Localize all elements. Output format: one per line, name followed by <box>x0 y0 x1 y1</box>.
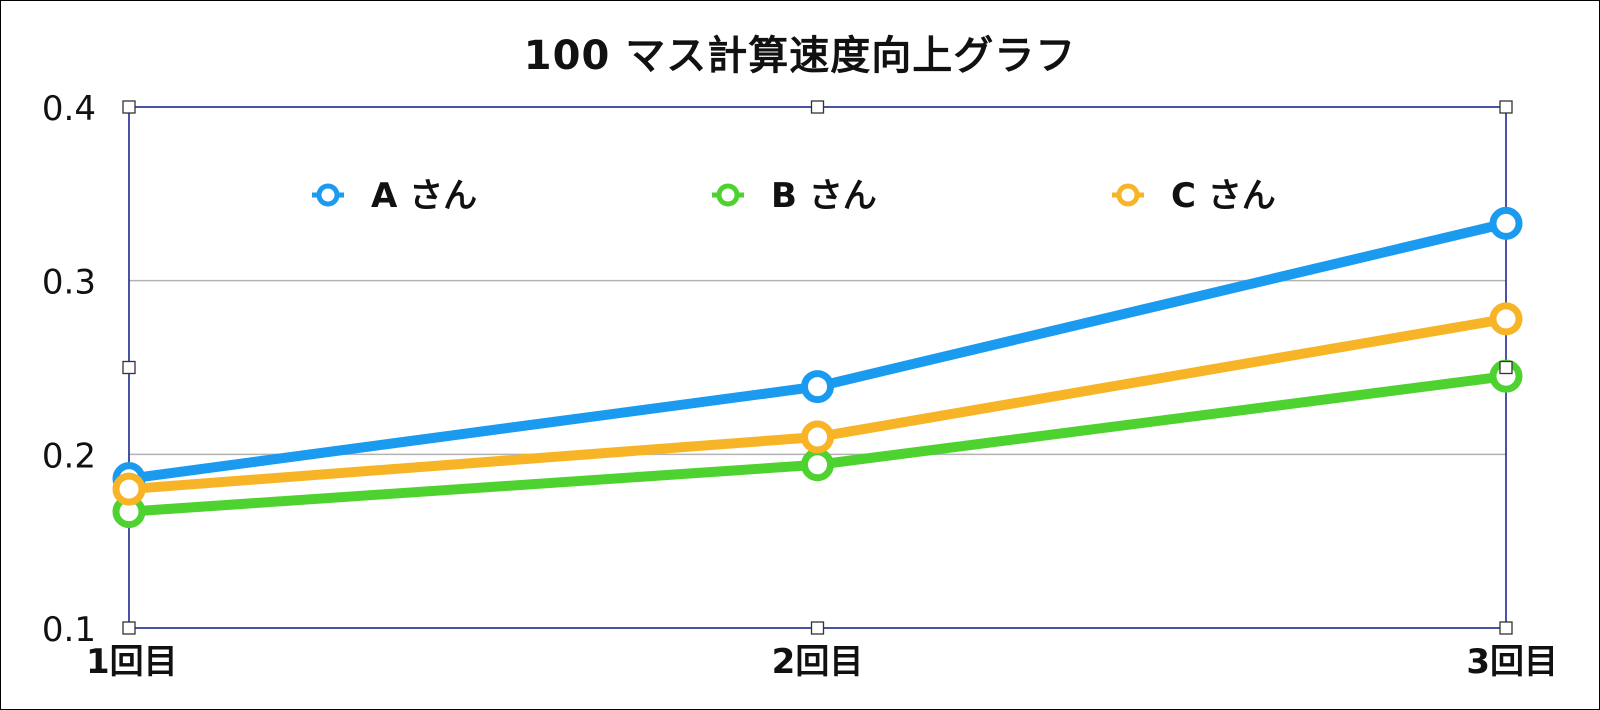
data-point <box>1489 206 1523 240</box>
data-point <box>112 472 146 506</box>
legend-label: B さん <box>771 176 877 216</box>
selection-handle[interactable] <box>1499 621 1513 635</box>
legend-swatch-marker <box>316 183 340 207</box>
data-point <box>1489 302 1523 336</box>
chart-title: 100 マス計算速度向上グラフ <box>523 33 1077 79</box>
legend-swatch-marker <box>716 183 740 207</box>
selection-handle[interactable] <box>810 621 825 635</box>
legend-label: C さん <box>1171 176 1276 216</box>
data-point <box>801 420 834 454</box>
x-tick-label: 2回目 <box>772 642 864 682</box>
y-tick-label: 0.2 <box>42 436 96 476</box>
y-tick-label: 0.4 <box>42 89 96 129</box>
selection-handle[interactable] <box>122 360 136 375</box>
selection-handle[interactable] <box>122 621 136 635</box>
data-point <box>801 370 834 404</box>
legend-swatch-marker <box>1116 183 1140 207</box>
selection-handle[interactable] <box>1499 100 1513 114</box>
x-tick-label: 3回目 <box>1466 642 1558 682</box>
legend-label: A さん <box>371 176 477 216</box>
x-tick-label: 1回目 <box>86 642 178 682</box>
selection-handle[interactable] <box>1499 360 1513 375</box>
selection-handle[interactable] <box>122 100 136 114</box>
selection-handle[interactable] <box>810 100 825 114</box>
y-tick-label: 0.3 <box>42 263 96 303</box>
y-tick-label: 0.1 <box>42 610 96 650</box>
data-point <box>801 448 834 482</box>
